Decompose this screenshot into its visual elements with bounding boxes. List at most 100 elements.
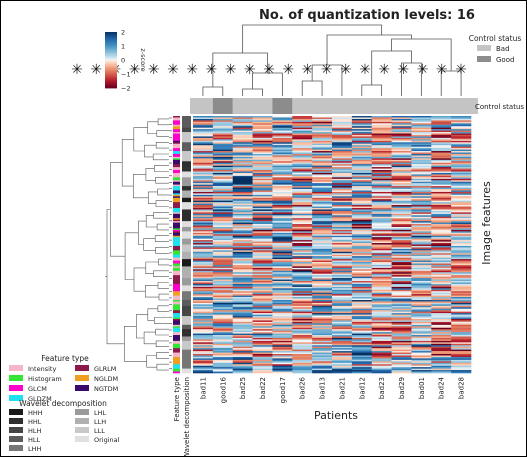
heatmap-cell — [451, 226, 472, 229]
legend-swatch — [75, 409, 89, 415]
colorbar-segment — [105, 62, 117, 65]
heatmap-cell — [391, 238, 412, 241]
heatmap-cell — [193, 120, 214, 123]
heatmap-cell — [332, 354, 353, 356]
feature-type-cell — [173, 181, 180, 184]
heatmap-cell — [371, 235, 392, 238]
heatmap-cell — [411, 345, 432, 348]
heatmap-cell — [371, 361, 392, 364]
heatmap-cell — [193, 307, 214, 310]
heatmap-cell — [232, 189, 253, 191]
feature-type-cell — [173, 286, 180, 289]
significance-marker: ✳ — [436, 62, 448, 78]
heatmap-cell — [351, 329, 373, 331]
heatmap-cell — [312, 336, 333, 339]
heatmap-cell — [312, 229, 333, 232]
heatmap-cell — [411, 145, 432, 147]
heatmap-cell — [252, 234, 273, 237]
feature-type-cell — [173, 371, 180, 374]
heatmap-cell — [451, 313, 472, 315]
heatmap-cell — [431, 118, 452, 121]
heatmap-cell — [193, 345, 214, 348]
heatmap-cell — [411, 329, 432, 331]
heatmap-cell — [292, 272, 313, 274]
heatmap-cell — [371, 308, 392, 311]
dendrogram-link — [156, 352, 169, 359]
heatmap-cell — [193, 187, 214, 190]
heatmap-cell — [431, 215, 452, 218]
heatmap-cell — [252, 267, 273, 270]
heatmap-cell — [232, 264, 253, 267]
legend-swatch — [9, 395, 23, 401]
heatmap-cell — [272, 229, 293, 232]
heatmap-cell — [371, 329, 392, 331]
heatmap-cell — [451, 127, 472, 130]
heatmap-cell — [312, 368, 333, 371]
heatmap-cell — [451, 291, 472, 293]
heatmap-cell — [292, 190, 313, 193]
heatmap-cell — [332, 200, 353, 203]
heatmap-cell — [232, 316, 253, 318]
heatmap-cell — [451, 370, 472, 372]
heatmap-cell — [371, 321, 392, 324]
heatmap-cell — [232, 299, 253, 302]
heatmap-cell — [351, 327, 373, 330]
heatmap-cell — [312, 232, 333, 235]
heatmap-cell — [212, 177, 234, 180]
heatmap-cell — [193, 316, 214, 318]
heatmap-cell — [272, 120, 293, 123]
wavelet-cell — [182, 295, 191, 298]
heatmap-cell — [312, 273, 333, 276]
heatmap-cell — [451, 327, 472, 330]
colorbar-label: z-score — [139, 48, 147, 71]
heatmap-cell — [312, 351, 333, 353]
heatmap-cell — [212, 159, 234, 162]
heatmap-cell — [252, 326, 273, 329]
heatmap-cell — [292, 175, 313, 178]
heatmap-cell — [411, 336, 432, 339]
heatmap-cell — [391, 367, 412, 369]
heatmap-cell — [391, 294, 412, 296]
heatmap-cell — [391, 354, 412, 356]
heatmap-cell — [212, 311, 234, 314]
heatmap-cell — [351, 120, 373, 123]
heatmap-cell — [351, 299, 373, 302]
significance-marker: ✳ — [302, 62, 314, 78]
feature-type-cell — [173, 139, 180, 142]
heatmap-cell — [212, 364, 234, 366]
heatmap-cell — [252, 178, 273, 181]
wavelet-cell — [182, 137, 191, 140]
feature-type-cell — [173, 302, 180, 305]
heatmap-cell — [232, 200, 253, 203]
heatmap-cell — [193, 193, 214, 196]
heatmap-cell — [232, 329, 253, 331]
heatmap-cell — [212, 281, 234, 283]
heatmap-cell — [312, 212, 333, 215]
heatmap-cell — [312, 297, 333, 299]
wavelet-cell — [182, 254, 191, 257]
heatmap-cell — [371, 145, 392, 147]
wavelet-cell — [182, 132, 191, 134]
heatmap-cell — [292, 345, 313, 348]
heatmap-cell — [252, 231, 273, 234]
heatmap-cell — [411, 120, 432, 123]
heatmap-cell — [232, 254, 253, 257]
heatmap-cell — [252, 225, 273, 228]
heatmap-cell — [431, 225, 452, 228]
heatmap-cell — [292, 254, 313, 257]
heatmap-cell — [451, 283, 472, 286]
heatmap-cell — [351, 272, 373, 274]
heatmap-cell — [451, 323, 472, 326]
heatmap-cell — [252, 116, 273, 118]
heatmap-cell — [193, 370, 214, 372]
heatmap-cell — [332, 318, 353, 321]
heatmap-cell — [252, 264, 273, 267]
heatmap-cell — [312, 156, 333, 159]
heatmap-cell — [252, 340, 273, 343]
heatmap-cell — [312, 359, 333, 362]
heatmap-cell — [332, 260, 353, 263]
heatmap-cell — [391, 254, 412, 257]
heatmap-cell — [193, 273, 214, 276]
heatmap-cell — [371, 184, 392, 187]
heatmap-cell — [451, 361, 472, 364]
